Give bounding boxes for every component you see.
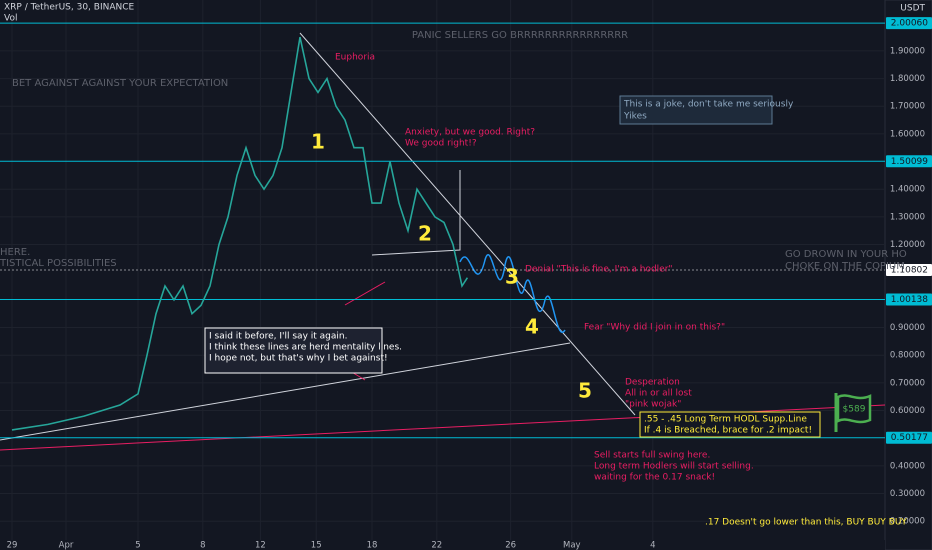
- x-tick-label: 15: [311, 541, 322, 550]
- wave-label: 1: [311, 130, 325, 154]
- annotation: All in or all lost: [625, 389, 692, 399]
- x-tick-label: 4: [650, 541, 655, 550]
- annotation: .55 - .45 Long Term HODL Supp.Line: [644, 415, 807, 425]
- x-tick-label: 18: [367, 541, 378, 550]
- x-tick-label: 29: [7, 541, 18, 550]
- trend-line: [299, 32, 636, 416]
- level-label: 1.10802: [891, 265, 928, 275]
- x-tick-label: Apr: [59, 541, 74, 550]
- y-tick-label: 1.70000: [890, 102, 925, 112]
- level-label: 0.50177: [891, 433, 928, 443]
- annotation: HERE.: [0, 247, 30, 258]
- annotation: If .4 is Breached, brace for .2 impact!: [644, 426, 812, 436]
- annotation: "pink wojak": [625, 400, 681, 410]
- annotation: We good right!?: [405, 139, 477, 149]
- flag-label: $589: [843, 405, 866, 415]
- annotation: TISTICAL POSSIBILITIES: [0, 258, 117, 269]
- annotation: BET AGAINST AGAINST YOUR EXPECTATION: [12, 78, 228, 89]
- annotation: Yikes: [623, 112, 647, 122]
- annotation: I hope not, but that's why I bet against…: [209, 354, 388, 364]
- pointer: [344, 281, 386, 306]
- annotation: Desperation: [625, 378, 680, 388]
- indicator: Vol: [4, 14, 17, 24]
- y-tick-label: 1.20000: [890, 240, 925, 250]
- annotation: This is a joke, don't take me seriously: [623, 100, 794, 110]
- annotation: Long term Hodlers will start selling.: [594, 462, 754, 472]
- note-box: [204, 327, 383, 374]
- price-line: [11, 36, 469, 431]
- annotation: Denial "This is fine, I'm a hodler": [525, 265, 673, 275]
- annotation: GO DROWN IN YOUR HO: [785, 249, 907, 260]
- wave-label: 2: [418, 222, 432, 246]
- triangle: [371, 170, 461, 256]
- y-tick-label: 0.70000: [890, 378, 925, 388]
- flag: $589: [834, 393, 872, 432]
- y-tick-label: 0.20000: [890, 517, 925, 527]
- annotation: Anxiety, but we good. Right?: [405, 128, 535, 138]
- x-tick-label: 5: [135, 541, 140, 550]
- annotation: .17 Doesn't go lower than this, BUY BUY …: [705, 518, 907, 528]
- y-tick-label: 0.90000: [890, 323, 925, 333]
- note-box: [619, 95, 773, 125]
- level-tag: [886, 293, 932, 306]
- annotation: waiting for the 0.17 snack!: [594, 473, 715, 483]
- annotation: Fear "Why did I join in on this?": [584, 323, 725, 333]
- x-tick-label: 22: [431, 541, 442, 550]
- y-tick-label: 1.30000: [890, 212, 925, 222]
- symbol: XRP / TetherUS, 30, BINANCE: [4, 3, 135, 13]
- note-box: [639, 411, 821, 438]
- trend-line: [0, 342, 571, 441]
- level-tag: [886, 431, 932, 444]
- x-tick-label: 26: [505, 541, 516, 550]
- y-tick-label: 0.40000: [890, 461, 925, 471]
- drawings: [0, 32, 886, 451]
- level-tag: [886, 155, 932, 168]
- annotation: PANIC SELLERS GO BRRRRRRRRRRRRRRRR: [412, 30, 628, 41]
- y-tick-label: 0.30000: [890, 489, 925, 499]
- y-tick-label: 1.90000: [890, 46, 925, 56]
- annotation: I think these lines are herd mentality l…: [209, 343, 402, 353]
- x-tick-label: 12: [255, 541, 266, 550]
- level-label: 1.50099: [891, 157, 928, 167]
- currency: USDT: [900, 4, 925, 14]
- level-label: 1.00138: [891, 295, 928, 305]
- x-tick-label: 8: [200, 541, 205, 550]
- wave-label: 4: [525, 315, 539, 339]
- time-axis: [0, 540, 885, 550]
- flag-cloth: [836, 394, 872, 424]
- y-tick-label: 1.80000: [890, 74, 925, 84]
- y-tick-label: 1.40000: [890, 185, 925, 195]
- level-tag: [886, 263, 932, 276]
- annotation: I said it before, I'll say it again.: [209, 332, 347, 342]
- level-label: 2.00060: [891, 19, 928, 29]
- y-tick-label: 1.60000: [890, 129, 925, 139]
- y-tick-label: 0.80000: [890, 351, 925, 361]
- level-tag: [886, 17, 932, 30]
- wave-label: 5: [578, 379, 592, 403]
- x-tick-label: May: [563, 541, 581, 550]
- annotation: Sell starts full swing here.: [594, 451, 710, 461]
- wave-label: 3: [505, 265, 519, 289]
- annotation: CHOKE ON THE COPIUM: [785, 261, 905, 272]
- annotation: Euphoria: [335, 53, 375, 63]
- y-tick-label: 0.60000: [890, 406, 925, 416]
